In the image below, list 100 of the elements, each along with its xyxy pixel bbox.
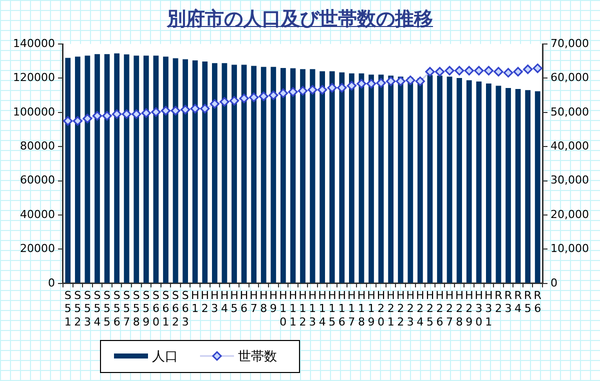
x-tick-label: S51 xyxy=(64,288,72,328)
point xyxy=(141,108,151,118)
point xyxy=(258,92,268,102)
point xyxy=(406,76,416,85)
bar xyxy=(398,76,404,283)
y2-tick-label: 50,000 xyxy=(550,105,590,118)
point xyxy=(444,66,454,76)
x-tick-label: S56 xyxy=(113,288,120,328)
x-tick-label: R5 xyxy=(524,288,532,316)
bar xyxy=(515,88,521,283)
point xyxy=(504,68,514,78)
point xyxy=(92,111,102,121)
bar xyxy=(329,71,335,283)
chart-title: 別府市の人口及び世帯数の推移 xyxy=(167,8,433,30)
bar xyxy=(251,66,257,283)
bar xyxy=(260,66,266,283)
x-tick-label: H24 xyxy=(416,288,424,328)
point xyxy=(484,66,494,76)
x-tick-label: S58 xyxy=(132,288,140,328)
x-tick-label: S61 xyxy=(162,288,170,328)
x-tick-label: H7 xyxy=(250,288,258,316)
bar xyxy=(94,54,100,283)
bar xyxy=(163,56,168,283)
x-tick-label: H4 xyxy=(220,288,229,316)
point xyxy=(268,90,278,100)
point xyxy=(396,76,406,86)
bar xyxy=(280,68,286,283)
x-tick-label: H14 xyxy=(318,288,326,328)
x-tick-label: H28 xyxy=(455,288,464,328)
bar xyxy=(192,60,198,283)
point xyxy=(72,116,82,126)
bar xyxy=(222,63,228,283)
bar xyxy=(437,76,442,283)
point xyxy=(356,78,366,88)
point xyxy=(464,66,474,76)
bar xyxy=(290,68,296,283)
bar xyxy=(241,64,247,283)
bar xyxy=(114,53,120,283)
bar xyxy=(182,59,188,283)
point xyxy=(415,76,425,86)
point xyxy=(308,85,318,95)
bar xyxy=(348,73,354,283)
x-tick-label: S52 xyxy=(74,288,82,328)
x-tick-label: S62 xyxy=(172,288,180,328)
bar xyxy=(417,78,423,283)
x-tick-label: H17 xyxy=(348,288,356,328)
x-tick-label: S55 xyxy=(104,288,111,328)
bar xyxy=(124,54,130,283)
point xyxy=(386,76,396,86)
point xyxy=(494,66,504,76)
point xyxy=(346,80,356,90)
bar xyxy=(300,69,306,283)
x-tick-label: R6 xyxy=(534,288,542,316)
x-tick-label: H27 xyxy=(445,288,454,328)
bar xyxy=(320,71,326,283)
point xyxy=(523,64,533,74)
bar xyxy=(456,78,462,283)
point xyxy=(318,85,328,95)
y-tick-label: 120000 xyxy=(12,71,55,84)
x-tick-label: H11 xyxy=(288,288,298,328)
point xyxy=(190,104,200,114)
x-tick-label: R2 xyxy=(494,288,503,316)
point xyxy=(210,99,220,109)
point xyxy=(180,104,190,114)
point xyxy=(151,107,161,117)
point xyxy=(200,104,210,114)
x-tick-label: H13 xyxy=(308,288,317,328)
point xyxy=(63,116,73,126)
x-tick-label: H19 xyxy=(367,288,376,328)
x-tick-label: H9 xyxy=(269,288,278,316)
bar xyxy=(358,73,364,283)
x-tick-label: S53 xyxy=(84,288,91,328)
point xyxy=(278,88,288,98)
x-tick-label: S60 xyxy=(152,288,160,328)
x-tick-label: H16 xyxy=(338,288,346,328)
point xyxy=(249,92,259,102)
y-tick-label: 20000 xyxy=(20,242,55,256)
bar xyxy=(74,56,80,283)
bar xyxy=(476,81,482,283)
bar xyxy=(534,91,540,283)
x-tick-label: H8 xyxy=(259,288,268,316)
point xyxy=(474,66,484,76)
y2-tick-label: 10,000 xyxy=(550,242,590,256)
bar xyxy=(104,54,110,283)
point xyxy=(366,78,376,88)
x-tick-label: H22 xyxy=(396,288,405,328)
point xyxy=(170,106,180,116)
x-tick-label: H2 xyxy=(200,288,210,316)
point xyxy=(454,66,464,76)
bar xyxy=(339,72,345,283)
bar xyxy=(84,56,90,283)
x-tick-label: H23 xyxy=(406,288,415,328)
x-tick-label: H30 xyxy=(474,288,484,328)
bar xyxy=(466,80,472,283)
bar xyxy=(65,58,71,283)
bar xyxy=(496,86,502,283)
point xyxy=(513,66,523,76)
bar xyxy=(368,74,374,283)
y2-tick-label: 0 xyxy=(550,276,558,290)
x-tick-label: S54 xyxy=(94,288,101,328)
